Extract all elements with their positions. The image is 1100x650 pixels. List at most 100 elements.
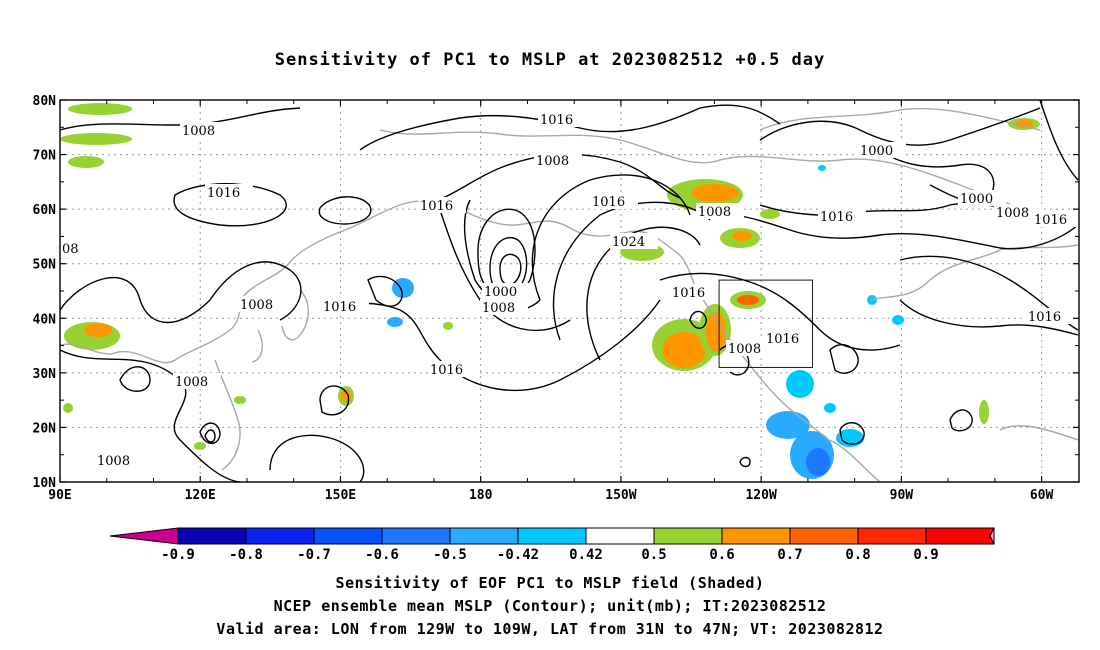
- lat-label: 30N: [33, 367, 57, 382]
- colorbar-swatch: [245, 527, 315, 545]
- lon-label: 90W: [890, 488, 914, 503]
- contour-labels: 1008 1016 1016 1008 1016 1000 1000 1008 …: [61, 111, 1080, 469]
- lat-label: 20N: [33, 421, 57, 436]
- shade-blue: [824, 403, 836, 413]
- shade-green: [68, 103, 132, 115]
- valid-area-box: [718, 279, 814, 368]
- contour-label: 1000: [860, 144, 893, 159]
- colorbar-label: 0.7: [777, 547, 802, 563]
- shade-blue: [836, 429, 864, 447]
- shade-green: [68, 156, 104, 168]
- colorbar-label: -0.6: [365, 547, 399, 563]
- contour-label: 1016: [1028, 310, 1061, 325]
- colorbar-swatch: [789, 527, 859, 545]
- colorbar-swatch: [381, 527, 451, 545]
- contour-label: 1016: [207, 186, 240, 201]
- lon-label: 60W: [1030, 488, 1054, 503]
- colorbar-label: -0.7: [297, 547, 331, 563]
- lon-label: 150W: [605, 488, 636, 503]
- shade-blue: [786, 370, 814, 398]
- contour-label: 1008: [182, 124, 215, 139]
- colorbar-swatch: [653, 527, 723, 545]
- lon-label: 120E: [185, 488, 216, 503]
- contour-label: 1000: [960, 192, 993, 207]
- shade-orange: [1015, 120, 1033, 128]
- contour-label: 1008: [698, 205, 731, 220]
- shade-blue: [766, 411, 810, 439]
- shade-green: [979, 400, 989, 424]
- contour-label: 1016: [820, 210, 853, 225]
- colorbar-low-triangle: [109, 527, 179, 545]
- contour-label: 1016: [766, 332, 799, 347]
- shade-green: [443, 322, 453, 330]
- shade-green: [194, 442, 206, 450]
- caption-line-1: Sensitivity of EOF PC1 to MSLP field (Sh…: [335, 574, 765, 592]
- shade-blue: [806, 448, 830, 476]
- shade-blue: [818, 165, 826, 171]
- contour-label: 1008: [97, 454, 130, 469]
- lat-label: 70N: [33, 149, 57, 164]
- lon-label: 150E: [325, 488, 356, 503]
- mslp-contours: [59, 99, 1079, 483]
- lat-lon-grid: [60, 100, 1079, 482]
- caption-line-2: NCEP ensemble mean MSLP (Contour); unit(…: [273, 597, 827, 615]
- colorbar-swatch: [177, 527, 247, 545]
- colorbar-label: 0.5: [641, 547, 666, 563]
- contour-label: 1016: [1034, 213, 1067, 228]
- colorbar-label: 0.8: [845, 547, 870, 563]
- contour-label: 1008: [996, 206, 1029, 221]
- contour-label: 1008: [240, 298, 273, 313]
- contour-label: 1016: [592, 195, 625, 210]
- shade-orange: [84, 323, 112, 337]
- colorbar-label: -0.42: [497, 547, 539, 563]
- shade-green: [234, 396, 246, 404]
- colorbar-swatch: [857, 527, 927, 545]
- shade-orange: [691, 184, 739, 202]
- lon-label: 90E: [48, 488, 71, 503]
- colorbar-label: -0.9: [161, 547, 195, 563]
- shade-blue: [387, 317, 403, 327]
- lat-label: 40N: [33, 312, 57, 327]
- colorbar-swatch: [585, 527, 655, 545]
- colorbar-label: 0.9: [913, 547, 938, 563]
- contour-label: 1008: [175, 375, 208, 390]
- chart-title: Sensitivity of PC1 to MSLP at 2023082512…: [274, 50, 826, 70]
- shade-orange: [732, 231, 752, 241]
- shade-green: [760, 209, 780, 219]
- lat-label: 10N: [33, 476, 57, 491]
- colorbar-swatch: [721, 527, 791, 545]
- contour-label: 1016: [672, 286, 705, 301]
- caption-line-3: Valid area: LON from 129W to 109W, LAT f…: [216, 620, 884, 638]
- colorbar-high-triangle: [989, 527, 995, 545]
- lat-label: 80N: [33, 94, 57, 109]
- colorbar-swatch: [313, 527, 383, 545]
- lon-label: 180: [469, 488, 493, 503]
- colorbar-swatch: [925, 527, 995, 545]
- contour-label: 1000: [484, 285, 517, 300]
- contour-label: 1016: [430, 363, 463, 378]
- contour-label: 1016: [323, 300, 356, 315]
- contour-label: 08: [62, 242, 79, 257]
- shade-orange: [706, 312, 726, 352]
- colorbar-label: -0.8: [229, 547, 263, 563]
- shade-green: [63, 403, 73, 413]
- contour-label: 1024: [612, 235, 645, 250]
- shade-blue: [892, 315, 904, 325]
- contour-label: 1008: [728, 342, 761, 357]
- shade-orange: [737, 295, 759, 305]
- contour-label: 1016: [420, 199, 453, 214]
- contour-label: 1008: [536, 154, 569, 169]
- contour-label: 1016: [540, 113, 573, 128]
- shade-orange: [662, 332, 706, 368]
- lon-label: 120W: [745, 488, 776, 503]
- colorbar: -0.9 -0.8 -0.7 -0.6 -0.5 -0.42 0.42 0.5 0.6 0.7 0.…: [109, 527, 995, 563]
- shaded-sensitivity: [60, 103, 1040, 479]
- colorbar-label: 0.6: [709, 547, 734, 563]
- colorbar-label: 0.42: [569, 547, 603, 563]
- colorbar-swatch: [449, 527, 519, 545]
- colorbar-swatch: [517, 527, 587, 545]
- colorbar-label: -0.5: [433, 547, 467, 563]
- contour-label: 1008: [482, 301, 515, 316]
- lat-label: 50N: [33, 258, 57, 273]
